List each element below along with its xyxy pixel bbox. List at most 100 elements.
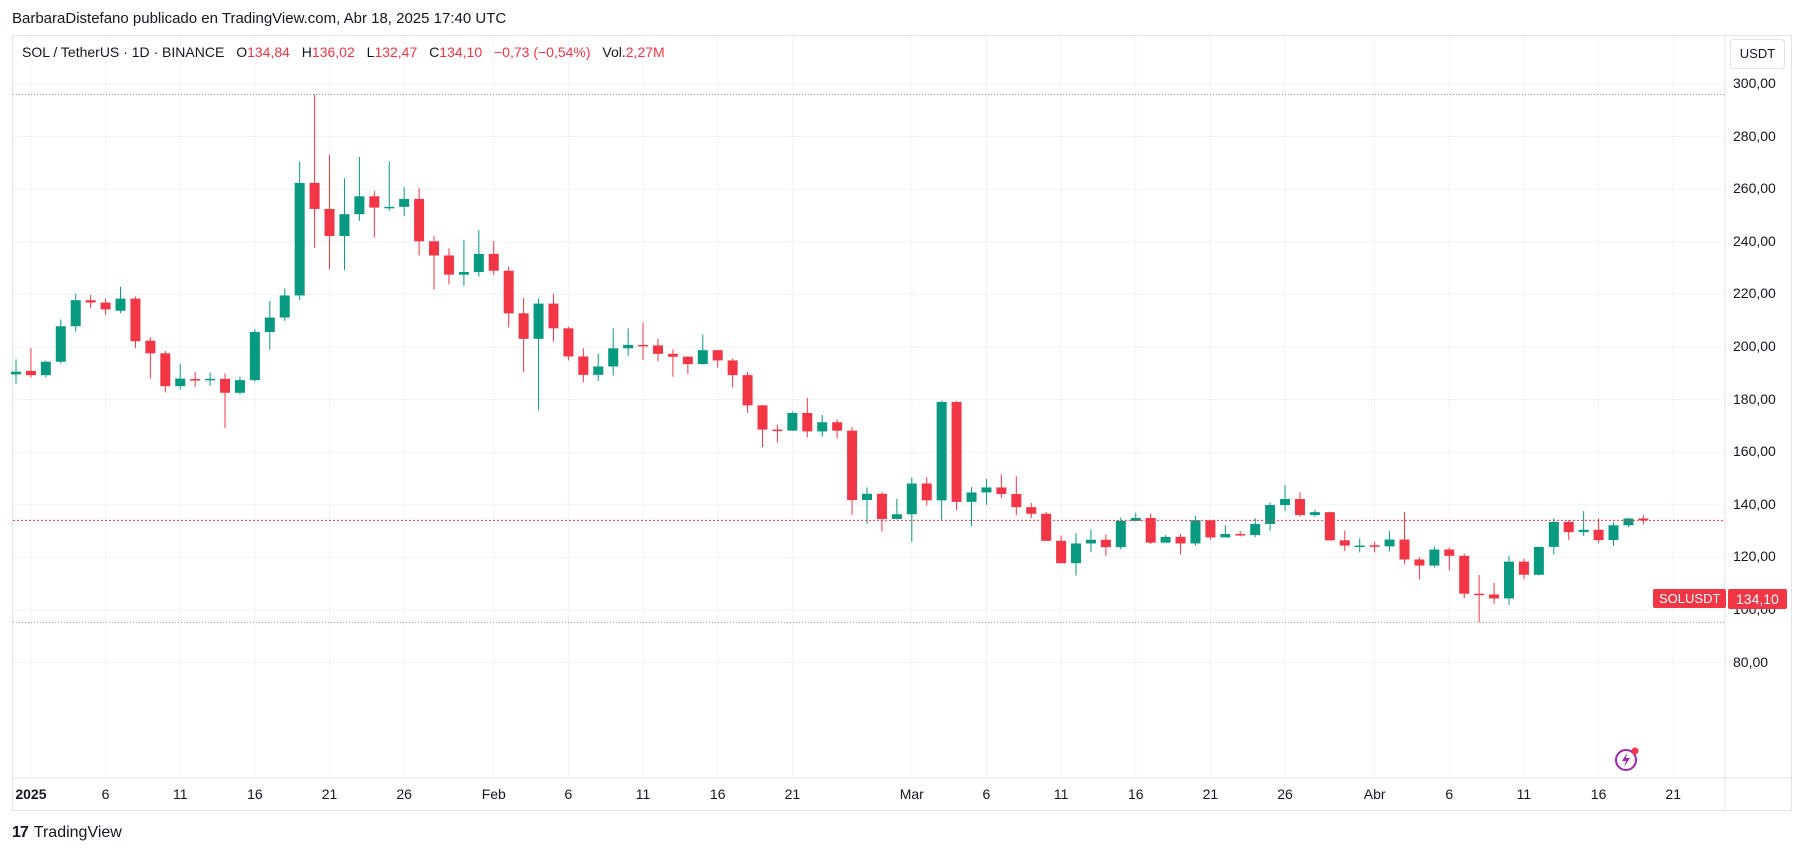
footer-brand[interactable]: 17 TradingView <box>12 824 122 842</box>
candle <box>548 293 559 342</box>
candle-body <box>891 514 902 520</box>
candle <box>1474 575 1485 623</box>
volume-label: Vol. <box>602 44 626 60</box>
candle <box>1339 530 1350 552</box>
lightning-bolt-icon[interactable] <box>1614 746 1640 772</box>
close-value: 134,10 <box>439 44 483 60</box>
candle <box>309 94 320 248</box>
candle-body <box>1011 494 1022 508</box>
candle <box>1608 522 1619 546</box>
candle <box>264 300 275 350</box>
candle <box>742 371 753 413</box>
candle-body <box>1369 545 1380 547</box>
candle <box>533 298 544 411</box>
candle <box>787 411 798 431</box>
time-axis-label: 11 <box>635 786 651 802</box>
candle <box>1638 515 1649 525</box>
candle-body <box>1354 545 1365 548</box>
candle <box>682 356 693 375</box>
candle <box>85 294 96 309</box>
candle-body <box>354 196 365 215</box>
candle <box>458 239 469 286</box>
time-axis-label: 16 <box>709 786 726 802</box>
candle <box>608 328 619 376</box>
candle <box>1489 582 1500 604</box>
candle <box>623 328 634 356</box>
candle <box>891 498 902 520</box>
candle-body <box>25 370 36 376</box>
candle <box>1220 525 1231 538</box>
candle-body <box>832 422 843 431</box>
candle-body <box>847 430 858 501</box>
candle-body <box>533 303 544 339</box>
candle-body <box>1160 536 1171 543</box>
candle-body <box>384 206 395 209</box>
currency-button[interactable]: USDT <box>1730 39 1785 69</box>
time-axis-label: 16 <box>247 786 263 802</box>
candle <box>339 178 350 270</box>
candle-body <box>697 350 708 365</box>
high-value: 136,02 <box>311 44 355 60</box>
time-axis-label: 16 <box>1127 786 1144 802</box>
candle <box>294 161 305 301</box>
time-axis-label: 11 <box>172 786 188 802</box>
price-axis-label: 240,00 <box>1733 232 1776 249</box>
candle <box>966 487 977 527</box>
candle-body <box>130 298 141 342</box>
candle <box>638 322 649 360</box>
candle-body <box>85 300 96 303</box>
candle <box>175 364 186 390</box>
candle-body <box>593 366 604 375</box>
grid-lines <box>13 36 1724 777</box>
candle-body <box>1041 513 1052 541</box>
candle-body <box>1384 539 1395 547</box>
price-axis-label: 180,00 <box>1733 390 1776 407</box>
candle <box>652 338 663 362</box>
time-axis-label: 21 <box>784 786 801 802</box>
candle <box>1354 538 1365 553</box>
candle-body <box>234 380 245 393</box>
candle-body <box>936 401 947 501</box>
candle-body <box>1638 518 1649 521</box>
price-axis-label: 120,00 <box>1733 548 1776 565</box>
candle <box>205 372 216 386</box>
time-axis-label: 2025 <box>15 786 47 802</box>
time-axis-label: 6 <box>982 786 991 802</box>
candle-body <box>608 348 619 367</box>
candle-body <box>996 487 1007 495</box>
candle <box>906 477 917 542</box>
candle-body <box>1115 520 1126 548</box>
candle-body <box>11 371 21 375</box>
candle <box>429 235 440 290</box>
candle <box>25 348 36 378</box>
candle <box>145 337 156 379</box>
high-label: H <box>301 44 312 60</box>
candle-body <box>115 298 126 311</box>
price-axis-label: 220,00 <box>1733 285 1776 302</box>
time-axis-label: 16 <box>1590 786 1607 802</box>
candle <box>115 286 126 314</box>
candle-body <box>906 483 917 515</box>
last-price-symbol-tag: SOLUSDT <box>1653 589 1727 608</box>
candle-body <box>563 328 574 357</box>
candle <box>443 248 454 285</box>
candle-body <box>652 345 663 354</box>
candle <box>996 474 1007 498</box>
candle <box>1563 520 1574 541</box>
candle <box>876 492 887 532</box>
candle <box>1384 531 1395 552</box>
candle-body <box>160 353 171 387</box>
candle <box>1414 557 1425 580</box>
time-axis-label: 21 <box>1665 786 1682 802</box>
low-label: L <box>366 44 375 60</box>
candle <box>1593 518 1604 543</box>
symbol-label[interactable]: SOL / TetherUS · 1D · BINANCE <box>22 44 225 60</box>
candle-body <box>951 401 962 502</box>
candle-body <box>70 300 81 327</box>
candle-body <box>1235 533 1246 536</box>
candle <box>1190 515 1201 546</box>
candle-body <box>1026 507 1037 514</box>
open-label: O <box>236 44 248 60</box>
time-axis-label: 11 <box>1516 786 1532 802</box>
